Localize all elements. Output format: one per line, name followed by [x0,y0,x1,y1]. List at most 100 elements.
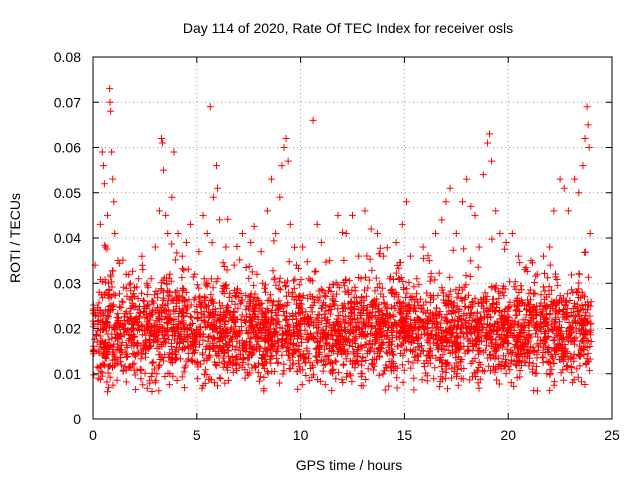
roti-point [355,252,363,260]
roti-point [109,175,117,183]
roti-point [583,103,591,111]
roti-point [483,139,491,147]
roti-point [586,229,594,237]
axis-ticks: 0 5 10 15 20 25 0 0.01 0.02 0.03 0.04 0.05 0.06 0.07 0… [54,49,620,443]
x-tick-label: 5 [193,427,201,443]
y-tick-label: 0.05 [54,185,81,201]
roti-point [556,175,564,183]
roti-point [213,162,221,170]
roti-point [122,270,130,278]
roti-point [475,243,483,251]
roti-point [106,85,114,93]
roti-point [280,144,288,151]
chart-title: Day 114 of 2020, Rate Of TEC Index for r… [183,20,513,36]
roti-point [571,175,579,183]
roti-point [164,229,172,237]
roti-point [151,243,159,251]
roti-point [230,261,238,269]
roti-point [463,175,471,183]
roti-point [135,275,143,283]
roti-point [515,252,523,260]
roti-point [238,229,246,237]
roti-point [550,207,558,215]
roti-point [539,252,547,260]
x-axis-label: GPS time / hours [296,457,403,473]
roti-point [309,116,317,124]
y-tick-label: 0.01 [54,366,81,382]
roti-point [392,239,400,247]
roti-point [380,252,388,260]
roti-point [278,162,286,170]
roti-point [247,239,255,247]
roti-point [402,198,410,206]
y-tick-label: 0 [73,411,81,427]
roti-point [118,297,126,305]
roti-point [222,243,230,251]
y-tick-label: 0.04 [54,230,81,246]
roti-point [90,320,98,328]
roti-point [143,279,151,287]
roti-point [581,134,589,142]
roti-point [195,248,203,256]
roti-point [276,193,284,201]
y-tick-label: 0.08 [54,49,81,65]
roti-point [191,270,199,278]
roti-point [111,229,119,237]
roti-point [160,166,168,174]
roti-point [442,198,450,206]
roti-point [286,220,294,228]
roti-point [203,229,211,237]
roti-point [282,134,290,142]
roti-point [425,257,433,265]
roti-point [253,270,261,278]
roti-point [467,202,475,210]
roti-point [361,207,369,215]
roti-point [110,198,118,206]
roti-point [432,229,440,237]
roti-point [299,243,307,251]
roti-point [584,121,592,129]
roti-point [214,184,222,192]
roti-point [488,157,496,165]
roti-point [147,275,155,283]
roti-point [521,266,529,274]
grid [93,57,612,419]
roti-point [268,175,276,183]
roti-point [486,130,494,138]
y-tick-label: 0.02 [54,321,81,337]
roti-point [546,243,554,251]
y-tick-label: 0.03 [54,275,81,291]
roti-point [471,211,479,219]
roti-point [199,211,207,219]
roti-point [96,220,104,228]
roti-point [108,148,116,156]
y-tick-label: 0.07 [54,94,81,110]
roti-point [168,193,176,201]
roti-point [533,270,541,278]
roti-point [170,148,178,156]
roti-point [105,279,113,287]
roti-point [272,229,280,237]
roti-point [100,180,108,188]
roti-point-cloud [89,215,595,396]
roti-point [187,220,195,228]
roti-point [106,98,114,106]
roti-point [101,243,109,251]
roti-point [579,162,587,170]
roti-point [492,207,500,215]
roti-point [564,207,572,215]
roti-point [398,220,406,228]
roti-point [284,157,292,165]
roti-point [99,162,107,170]
roti-point [373,229,381,237]
roti-point [114,257,122,265]
roti-point [93,338,101,346]
roti-point [560,184,568,192]
roti-point [263,207,271,215]
x-tick-label: 20 [500,427,516,443]
roti-point [206,103,214,111]
data-points [90,85,594,382]
roti-point [446,184,454,192]
roti-point [326,257,334,265]
